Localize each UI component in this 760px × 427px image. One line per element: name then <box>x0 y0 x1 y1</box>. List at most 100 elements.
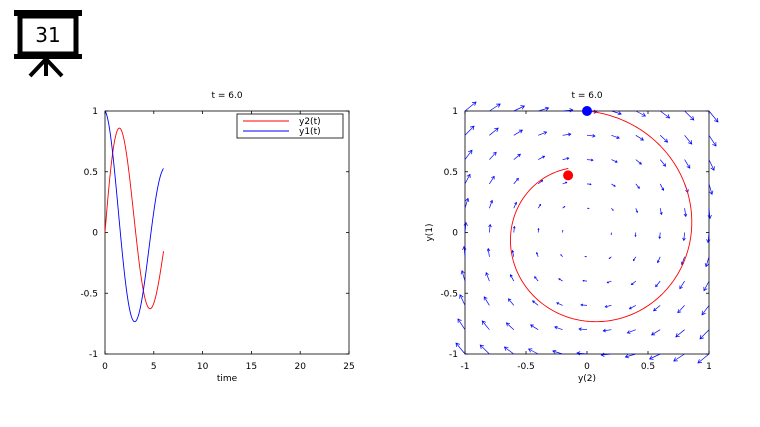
legend-label: y2(t) <box>299 117 321 127</box>
y-tick-label: 0 <box>92 229 98 239</box>
arrow-head <box>706 239 711 244</box>
vector-arrow <box>489 199 494 209</box>
arrow-head <box>463 221 468 226</box>
arrow-shaft <box>457 318 466 330</box>
vector-arrow <box>651 329 661 336</box>
arrow-shaft <box>528 348 539 355</box>
arrow-shaft <box>513 129 523 136</box>
arrow-shaft <box>611 183 616 187</box>
arrow-shaft <box>611 134 620 139</box>
arrow-head <box>592 134 596 138</box>
vector-arrow <box>706 232 711 244</box>
arrow-head <box>659 212 663 216</box>
arrow-shaft <box>513 105 525 112</box>
x-axis-label: time <box>217 374 238 384</box>
vector-arrow <box>659 110 671 119</box>
arrow-head <box>682 237 686 242</box>
arrow-head <box>651 331 656 336</box>
arrow-shaft <box>455 342 466 355</box>
arrow-head <box>566 157 570 160</box>
arrow-head <box>530 324 534 328</box>
arrow-shaft <box>537 204 541 209</box>
vector-arrow <box>635 183 640 189</box>
vector-arrow <box>635 110 647 117</box>
arrow-shaft <box>677 305 685 314</box>
arrow-shaft <box>635 135 644 141</box>
vector-arrow <box>608 256 612 260</box>
y-tick-label: 0.5 <box>444 168 458 178</box>
arrow-shaft <box>659 183 664 191</box>
arrow-head <box>617 111 622 116</box>
arrow-shaft <box>489 176 495 185</box>
arrow-shaft <box>673 353 685 362</box>
arrow-head <box>640 137 644 141</box>
vector-arrow <box>580 303 588 307</box>
arrow-shaft <box>659 135 668 143</box>
arrow-head <box>701 310 706 316</box>
vector-arrow <box>483 296 490 306</box>
vector-arrow <box>600 352 612 357</box>
arrow-head <box>616 135 620 139</box>
arrow-shaft <box>653 305 661 312</box>
arrow-shaft <box>532 300 539 306</box>
arrow-head <box>554 326 558 330</box>
arrow-head <box>606 281 609 284</box>
vector-arrow <box>527 348 539 355</box>
arrow-shaft <box>635 183 640 189</box>
arrow-head <box>710 166 715 171</box>
vector-arrow <box>699 329 710 340</box>
x-tick-label: 20 <box>294 362 306 372</box>
arrow-head <box>608 257 611 260</box>
vector-arrow <box>648 353 661 360</box>
vector-arrow <box>505 322 515 330</box>
arrow-head <box>509 274 513 278</box>
arrow-head <box>704 263 709 268</box>
vector-arrow <box>606 280 612 284</box>
arrow-shaft <box>580 304 588 306</box>
vector-arrow <box>659 183 665 191</box>
arrow-head <box>675 333 680 338</box>
x-tick-label: 0 <box>102 362 108 372</box>
vector-arrow <box>634 232 637 238</box>
vector-arrow <box>455 342 466 355</box>
arrow-shaft <box>701 305 710 316</box>
arrow-head <box>604 305 608 308</box>
arrow-shaft <box>605 305 612 308</box>
arrow-head <box>661 187 665 191</box>
arrow-shaft <box>607 280 612 284</box>
arrow-shaft <box>489 103 501 112</box>
arrow-shaft <box>633 256 637 261</box>
arrow-shaft <box>485 272 490 282</box>
arrow-head <box>612 209 614 211</box>
vector-arrow <box>602 328 612 333</box>
arrow-head <box>707 215 712 220</box>
vector-arrow <box>708 135 717 147</box>
arrow-shaft <box>481 320 490 330</box>
arrow-head <box>492 151 497 156</box>
arrow-shaft <box>530 324 539 330</box>
arrow-shaft <box>463 246 466 257</box>
vector-arrow <box>708 110 719 123</box>
vector-arrow <box>635 159 642 165</box>
arrow-shaft <box>489 127 499 136</box>
arrow-shaft <box>464 101 477 112</box>
vector-arrow <box>682 232 686 242</box>
arrow-shaft <box>611 159 618 163</box>
arrow-head <box>460 270 465 275</box>
vector-arrow <box>560 254 563 258</box>
vector-arrow <box>489 151 497 160</box>
vector-arrow <box>628 305 636 310</box>
vector-field <box>455 101 719 364</box>
arrow-head <box>655 284 659 288</box>
arrow-shaft <box>649 353 661 360</box>
arrow-shaft <box>562 157 569 160</box>
vector-arrow <box>464 101 477 112</box>
x-tick-label: -0.5 <box>517 362 535 372</box>
x-tick-label: 5 <box>151 362 157 372</box>
vector-arrow <box>610 232 612 236</box>
vector-arrow <box>489 175 495 185</box>
arrow-head <box>658 236 662 240</box>
arrow-head <box>613 184 616 187</box>
arrow-head <box>610 233 612 236</box>
vector-arrow <box>537 227 540 233</box>
